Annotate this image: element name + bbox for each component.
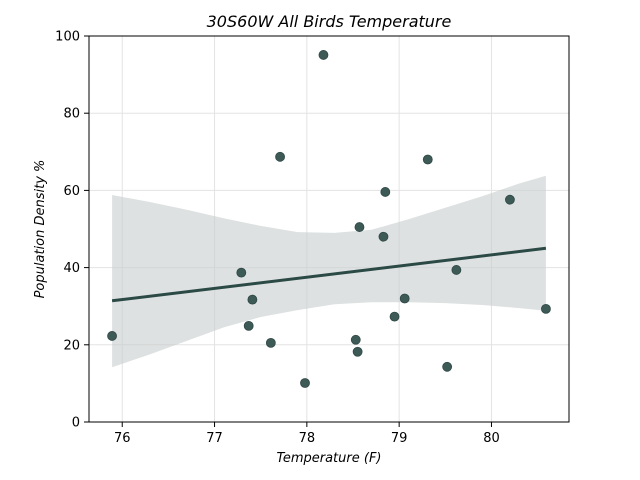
data-point xyxy=(399,293,410,304)
data-point xyxy=(451,265,462,275)
data-point xyxy=(236,267,247,278)
data-point xyxy=(247,294,258,305)
data-point xyxy=(505,194,515,205)
plot-frame xyxy=(88,35,570,423)
x-tick-label: 80 xyxy=(483,431,500,446)
data-point xyxy=(380,187,391,197)
x-axis-ticks: 76 77 78 79 80 xyxy=(114,422,500,446)
data-point xyxy=(350,334,361,345)
data-point xyxy=(442,361,453,372)
y-tick-label: 20 xyxy=(63,338,80,353)
y-tick-label: 60 xyxy=(63,184,80,199)
data-point xyxy=(243,320,254,331)
y-tick-label: 100 xyxy=(55,30,80,45)
x-tick-label: 78 xyxy=(299,431,316,446)
x-tick-label: 79 xyxy=(391,431,408,446)
data-point xyxy=(275,151,285,162)
data-point xyxy=(378,231,389,242)
y-axis-label: Population Density % xyxy=(33,160,48,299)
chart-title: 30S60W All Birds Temperature xyxy=(207,12,452,31)
y-axis-ticks: 0 20 40 60 80 100 xyxy=(55,30,89,431)
data-point xyxy=(422,154,433,165)
data-point xyxy=(107,331,117,341)
y-tick-label: 40 xyxy=(63,261,80,276)
confidence-band xyxy=(112,175,546,368)
data-point xyxy=(541,304,551,314)
data-point xyxy=(265,337,276,348)
regression-line xyxy=(111,246,547,303)
data-point xyxy=(354,222,365,232)
x-axis-label: Temperature (F) xyxy=(277,451,382,466)
data-point xyxy=(300,378,310,388)
x-tick-label: 77 xyxy=(206,431,223,446)
data-point xyxy=(389,311,400,322)
data-point xyxy=(318,50,329,60)
data-point xyxy=(352,346,363,357)
y-tick-label: 80 xyxy=(63,107,80,122)
y-tick-label: 0 xyxy=(72,416,80,431)
x-tick-label: 76 xyxy=(114,431,131,446)
scatter-points xyxy=(107,50,551,388)
